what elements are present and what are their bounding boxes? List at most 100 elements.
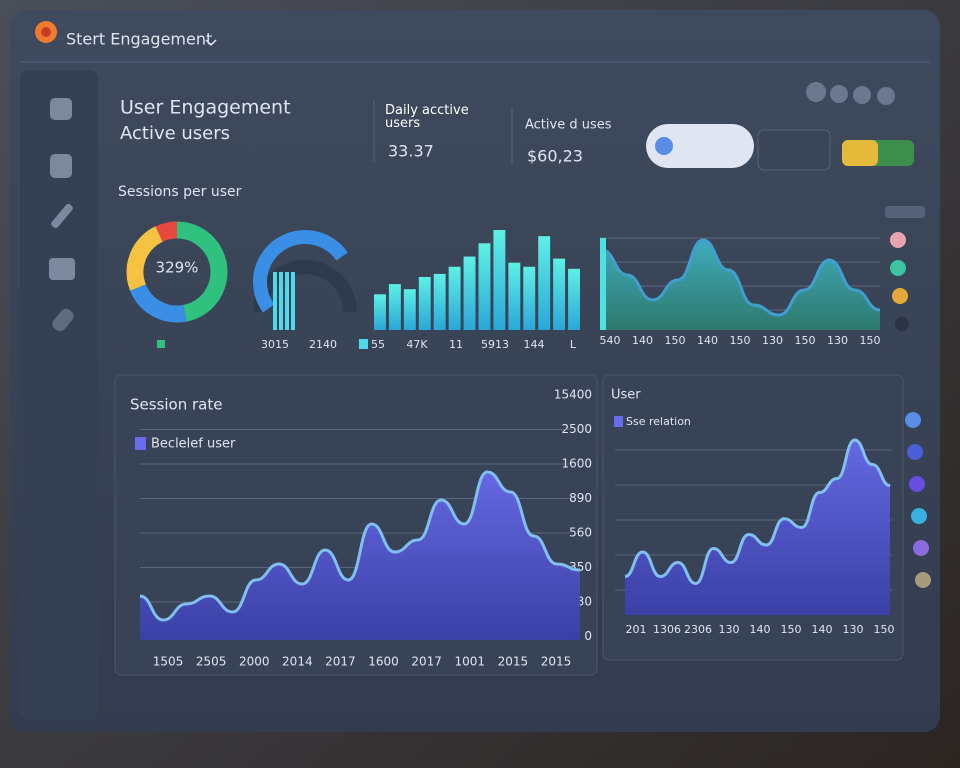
filter-box[interactable] <box>757 129 831 171</box>
bar <box>433 273 446 330</box>
panel-title: Session rate <box>130 396 222 414</box>
bar <box>493 230 506 330</box>
y-tick-label: 1600 <box>561 457 592 471</box>
nav-link[interactable] <box>50 306 76 333</box>
legend-dot <box>895 317 909 331</box>
stat-label: Active d uses <box>525 118 612 133</box>
bar <box>538 236 551 330</box>
x-tick-label: 150 <box>781 623 802 636</box>
nav-list[interactable] <box>50 154 72 178</box>
x-tick-label: 5913 <box>481 338 509 351</box>
x-tick-label: 2015 <box>541 655 572 669</box>
legend-dot <box>907 444 923 460</box>
x-tick-label: 2017 <box>411 655 442 669</box>
stat-value: 33.37 <box>388 142 434 161</box>
legend-dot <box>905 412 921 428</box>
x-tick-label: 55 <box>371 338 385 351</box>
x-tick-label: 1600 <box>368 655 399 669</box>
header-title: User Engagement <box>120 97 291 119</box>
bar <box>568 268 580 330</box>
x-tick-label: 130 <box>719 623 740 636</box>
control[interactable] <box>877 87 895 105</box>
x-tick-label: 150 <box>730 334 751 347</box>
x-tick-label: 150 <box>874 623 895 636</box>
nav-card[interactable] <box>49 258 75 280</box>
legend-dot <box>892 288 908 304</box>
bar <box>418 276 431 330</box>
right-legend <box>885 206 931 588</box>
x-tick-label: 144 <box>524 338 545 351</box>
legend-label: Sse relation <box>626 415 691 428</box>
legend-dot <box>913 540 929 556</box>
gauge-bar <box>291 272 295 330</box>
window-controls <box>806 82 895 105</box>
section-title: Sessions per user <box>118 184 242 200</box>
search-pill[interactable] <box>646 124 754 168</box>
stat-label: Daily acctive users <box>385 104 469 131</box>
stat-label-box: Daily acctive users <box>385 104 469 131</box>
x-tick-label: 2306 <box>684 623 712 636</box>
gauge-arc <box>253 230 348 313</box>
x-tick-label: 1306 <box>653 623 681 636</box>
bar <box>508 262 521 330</box>
legend-chip <box>885 206 925 218</box>
area-line <box>624 438 891 586</box>
bar <box>463 256 476 330</box>
x-tick-label: 47K <box>406 338 428 351</box>
x-tick-label: L <box>570 338 577 351</box>
gauge-bar <box>279 272 283 330</box>
donut-segment <box>126 226 164 291</box>
donut-center-label: 329% <box>156 259 199 277</box>
legend-swatch <box>359 339 368 349</box>
x-tick-label: 140 <box>812 623 833 636</box>
toggle-knob[interactable] <box>842 140 878 166</box>
bar <box>448 266 461 330</box>
donut-segment <box>130 283 187 323</box>
bar <box>388 284 401 330</box>
x-tick-label: 130 <box>762 334 783 347</box>
dropdown-caret[interactable] <box>205 39 217 47</box>
x-tick-label: 2017 <box>325 655 356 669</box>
x-tick-label: 150 <box>860 334 881 347</box>
x-tick-label: 2505 <box>196 655 227 669</box>
y-tick-label: 2500 <box>561 422 592 436</box>
legend-dot <box>909 476 925 492</box>
x-tick-label: 2015 <box>498 655 529 669</box>
x-tick-label: 2000 <box>239 655 270 669</box>
x-tick-label: 140 <box>632 334 653 347</box>
bar <box>553 258 566 330</box>
panel-title: User <box>611 388 641 403</box>
sidebar <box>20 70 98 720</box>
legend-dot <box>890 260 906 276</box>
area-line <box>139 470 581 622</box>
logo-core <box>41 27 51 37</box>
search-icon <box>655 137 673 155</box>
bar <box>478 243 491 330</box>
control[interactable] <box>853 86 871 104</box>
x-tick-label: 150 <box>795 334 816 347</box>
x-tick-label: 140 <box>750 623 771 636</box>
y-tick-label: 560 <box>569 526 592 540</box>
x-tick-label: 540 <box>600 334 621 347</box>
sidebar-icons <box>49 98 76 333</box>
control[interactable] <box>830 85 848 103</box>
y-tick-label: 890 <box>569 491 592 505</box>
x-tick-label: 2140 <box>309 338 337 351</box>
x-tick-label: 2014 <box>282 655 313 669</box>
y-tick-label: 15400 <box>554 388 592 402</box>
control[interactable] <box>806 82 826 102</box>
bar <box>374 294 386 330</box>
x-tick-label: 150 <box>665 334 686 347</box>
x-tick-label: 201 <box>626 623 647 636</box>
nav-edit[interactable] <box>50 203 74 230</box>
x-tick-label: 3015 <box>261 338 289 351</box>
x-tick-label: 1001 <box>455 655 486 669</box>
x-tick-label: 11 <box>449 338 463 351</box>
app-title: Stert Engagement <box>66 30 212 49</box>
gauge-bar <box>285 272 289 330</box>
nav-home[interactable] <box>50 98 72 120</box>
x-tick-label: 1505 <box>153 655 184 669</box>
legend-swatch <box>157 340 165 348</box>
